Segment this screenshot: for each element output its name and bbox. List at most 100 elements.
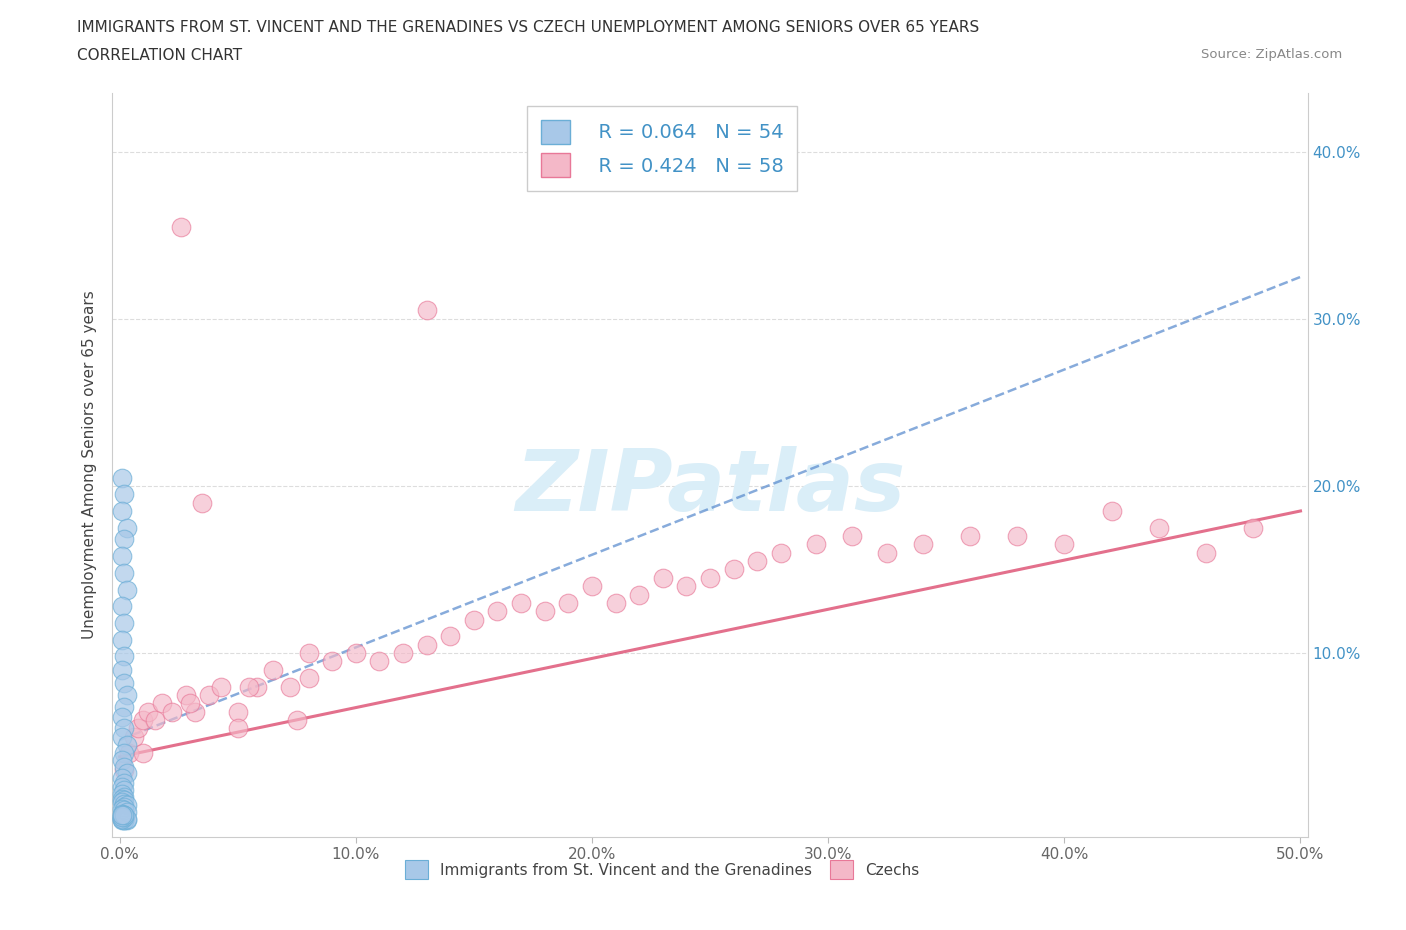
Point (112, 783, 135, 798)
Point (132, 746, 155, 761)
Point (111, 806, 134, 821)
Point (111, 809, 134, 824)
Point (111, 786, 134, 801)
Point (1101, 503, 1123, 518)
Point (136, 704, 159, 719)
Point (651, 570, 673, 585)
Point (486, 604, 509, 618)
Point (557, 595, 579, 610)
Point (112, 808, 135, 823)
Point (115, 811, 138, 826)
Point (111, 662, 134, 677)
Point (841, 528, 863, 543)
Point (115, 804, 138, 819)
Point (111, 811, 134, 826)
Point (191, 495, 214, 510)
Point (1241, 520, 1264, 535)
Point (581, 578, 603, 593)
Point (699, 570, 721, 585)
Point (115, 687, 138, 702)
Point (111, 549, 134, 564)
Text: CORRELATION CHART: CORRELATION CHART (77, 48, 242, 63)
Point (510, 595, 533, 610)
Point (111, 809, 134, 824)
Point (368, 654, 391, 669)
Point (170, 219, 193, 234)
Point (1147, 520, 1170, 535)
Point (111, 794, 134, 809)
Point (111, 801, 134, 816)
Point (1195, 545, 1218, 560)
Point (115, 798, 138, 813)
Point (112, 813, 135, 828)
Point (533, 604, 555, 618)
Point (160, 704, 183, 719)
Point (112, 759, 135, 774)
Point (747, 553, 769, 568)
Point (112, 813, 135, 828)
Point (415, 637, 437, 652)
Point (112, 811, 135, 826)
Point (112, 800, 135, 815)
Point (111, 470, 134, 485)
Point (112, 721, 135, 736)
Point (112, 565, 135, 580)
Point (111, 771, 134, 786)
Point (463, 612, 485, 627)
Point (111, 729, 134, 744)
Point (1005, 528, 1028, 543)
Point (112, 746, 135, 761)
Point (122, 729, 145, 744)
Point (111, 752, 134, 767)
Point (112, 796, 135, 811)
Point (278, 679, 301, 694)
Point (439, 629, 461, 644)
Point (806, 537, 828, 551)
Point (111, 808, 134, 823)
Point (111, 503, 134, 518)
Point (226, 704, 249, 719)
Point (112, 776, 135, 790)
Point (115, 520, 138, 535)
Point (132, 712, 155, 727)
Point (769, 545, 792, 560)
Point (184, 704, 207, 719)
Point (628, 587, 651, 602)
Point (1053, 537, 1076, 551)
Point (174, 687, 197, 702)
Point (111, 779, 134, 794)
Point (112, 676, 135, 691)
Point (415, 303, 437, 318)
Point (112, 699, 135, 714)
Point (112, 790, 135, 804)
Point (150, 696, 173, 711)
Text: IMMIGRANTS FROM ST. VINCENT AND THE GRENADINES VS CZECH UNEMPLOYMENT AMONG SENIO: IMMIGRANTS FROM ST. VINCENT AND THE GREN… (77, 20, 980, 35)
Point (959, 528, 981, 543)
Point (112, 808, 135, 823)
Point (876, 545, 898, 560)
Point (111, 599, 134, 614)
Point (112, 792, 135, 807)
Point (198, 687, 221, 702)
Point (112, 649, 135, 664)
Point (285, 712, 308, 727)
Point (112, 532, 135, 547)
Point (112, 763, 135, 777)
Point (605, 595, 627, 610)
Point (297, 671, 319, 685)
Point (321, 654, 343, 669)
Point (675, 578, 697, 593)
Point (226, 721, 249, 736)
Point (723, 562, 745, 577)
Point (238, 679, 260, 694)
Point (111, 710, 134, 724)
Point (344, 645, 367, 660)
Legend: Immigrants from St. Vincent and the Grenadines, Czechs: Immigrants from St. Vincent and the Gren… (399, 855, 925, 885)
Point (392, 645, 415, 660)
Point (115, 737, 138, 752)
Point (112, 803, 135, 817)
Point (112, 809, 135, 824)
Point (111, 791, 134, 806)
Point (115, 766, 138, 781)
Point (911, 537, 934, 551)
